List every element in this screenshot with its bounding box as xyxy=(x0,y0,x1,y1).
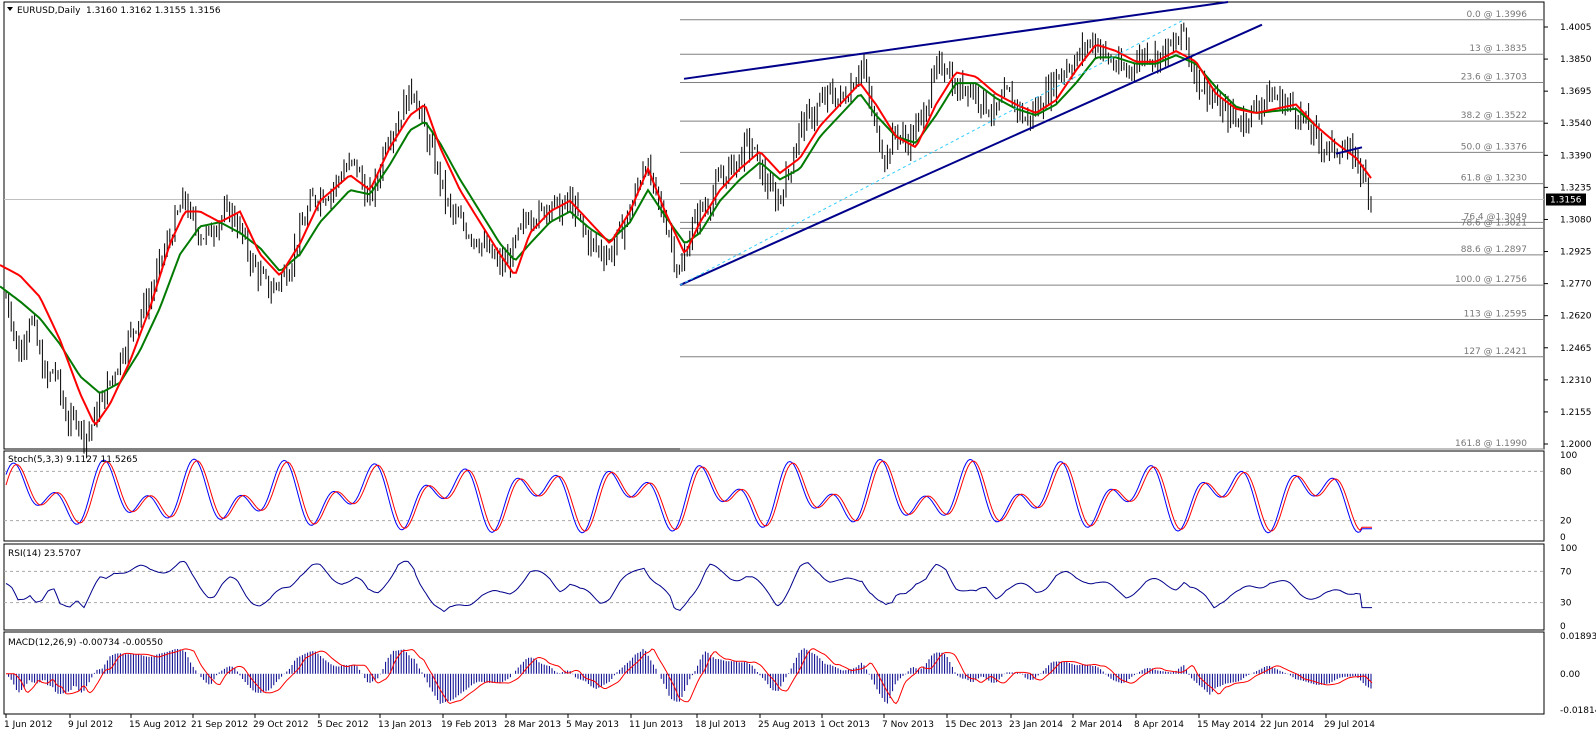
fib-level-label: 100.0 @ 1.2756 xyxy=(1455,275,1527,285)
price-tick-label: 1.3540 xyxy=(1560,119,1592,129)
stoch-label: Stoch(5,3,3) 9.1127 11.5265 xyxy=(8,455,138,465)
panel-rsi xyxy=(3,543,1545,631)
stoch-tick-label: 0 xyxy=(1560,533,1566,543)
price-tick-label: 1.2925 xyxy=(1560,248,1592,258)
x-tick-label: 15 Dec 2013 xyxy=(945,720,1003,730)
rsi-tick-label: 30 xyxy=(1560,599,1572,609)
x-tick-label: 29 Oct 2012 xyxy=(253,720,309,730)
fib-level-label: 13 @ 1.3835 xyxy=(1469,44,1527,54)
macd-tick-label: 0.00 xyxy=(1560,670,1580,680)
current-price-box xyxy=(1546,193,1586,206)
fib-level-label: 161.8 @ 1.1990 xyxy=(1455,439,1527,449)
panel-main xyxy=(3,1,1545,450)
macd-label: MACD(12,26,9) -0.00734 -0.00550 xyxy=(8,638,163,648)
price-tick-label: 1.2000 xyxy=(1560,440,1592,450)
x-tick-label: 15 May 2014 xyxy=(1197,720,1256,730)
x-tick-label: 5 May 2013 xyxy=(566,720,619,730)
fib-level-label: 78.6 @ 1.3021 xyxy=(1461,218,1527,228)
current-price-label: 1.3156 xyxy=(1550,196,1582,206)
x-tick-label: 21 Sep 2012 xyxy=(191,720,248,730)
rsi-tick-label: 100 xyxy=(1560,544,1577,554)
fib-level-label: 50.0 @ 1.3376 xyxy=(1461,142,1528,152)
x-tick-label: 2 Mar 2014 xyxy=(1071,720,1123,730)
rsi-label: RSI(14) 23.5707 xyxy=(8,549,81,559)
price-tick-label: 1.2770 xyxy=(1560,280,1592,290)
header-arrow-icon xyxy=(7,7,13,11)
macd-tick-label: -0.01814 xyxy=(1560,706,1596,716)
trendline xyxy=(683,1,1229,80)
fib-level-label: 113 @ 1.2595 xyxy=(1464,310,1527,320)
x-tick-label: 29 Jul 2014 xyxy=(1324,720,1375,730)
fib-level-label: 61.8 @ 1.3230 xyxy=(1461,174,1528,184)
price-tick-label: 1.3850 xyxy=(1560,55,1592,65)
price-tick-label: 1.3390 xyxy=(1560,151,1592,161)
rsi-line xyxy=(5,560,1372,613)
stoch-tick-label: 80 xyxy=(1560,467,1572,477)
stoch-tick-label: 100 xyxy=(1560,451,1577,461)
x-tick-label: 11 Jun 2013 xyxy=(629,720,683,730)
chart-symbol: EURUSD,Daily xyxy=(17,6,81,16)
stoch-main-line xyxy=(5,458,1372,534)
price-tick-label: 1.3080 xyxy=(1560,215,1592,225)
x-tick-label: 9 Jul 2012 xyxy=(68,720,113,730)
x-tick-label: 7 Nov 2013 xyxy=(882,720,934,730)
price-tick-label: 1.3695 xyxy=(1560,87,1592,97)
stoch-signal-line xyxy=(5,460,1372,532)
x-tick-label: 18 Jul 2013 xyxy=(695,720,746,730)
price-tick-label: 1.2155 xyxy=(1560,408,1592,418)
trendline xyxy=(679,23,1263,287)
x-tick-label: 1 Jun 2012 xyxy=(4,720,52,730)
x-tick-label: 13 Jan 2013 xyxy=(378,720,432,730)
x-tick-label: 8 Apr 2014 xyxy=(1134,720,1184,730)
fib-level-label: 0.0 @ 1.3996 xyxy=(1466,10,1527,20)
panel-macd xyxy=(3,631,1545,715)
x-tick-label: 22 Jun 2014 xyxy=(1260,720,1314,730)
macd-signal-line xyxy=(6,648,1373,705)
price-tick-label: 1.2465 xyxy=(1560,344,1592,354)
x-tick-label: 19 Feb 2013 xyxy=(441,720,497,730)
fib-level-label: 38.2 @ 1.3522 xyxy=(1461,111,1527,121)
trendline xyxy=(1335,146,1363,155)
rsi-tick-label: 0 xyxy=(1560,622,1566,632)
x-tick-label: 1 Oct 2013 xyxy=(820,720,870,730)
price-tick-label: 1.2620 xyxy=(1560,312,1592,322)
chart-ohlc-values: 1.3160 1.3162 1.3155 1.3156 xyxy=(86,6,221,16)
price-tick-label: 1.4005 xyxy=(1560,23,1592,33)
price-tick-label: 1.3235 xyxy=(1560,183,1592,193)
x-tick-label: 28 Mar 2013 xyxy=(504,720,561,730)
fib-level-label: 76.4 @1.3049 xyxy=(1464,212,1528,222)
x-tick-label: 15 Aug 2012 xyxy=(129,720,187,730)
x-tick-label: 25 Aug 2013 xyxy=(758,720,816,730)
macd-tick-label: 0.01893 xyxy=(1560,632,1596,642)
price-tick-label: 1.2310 xyxy=(1560,376,1592,386)
x-tick-label: 5 Dec 2012 xyxy=(317,720,369,730)
stoch-tick-label: 20 xyxy=(1560,517,1572,527)
x-tick-label: 23 Jan 2014 xyxy=(1009,720,1063,730)
panel-stoch xyxy=(3,450,1545,542)
fib-level-label: 127 @ 1.2421 xyxy=(1464,347,1527,357)
fib-level-label: 88.6 @ 1.2897 xyxy=(1461,245,1527,255)
fast-moving-average xyxy=(0,44,1372,426)
fib-level-label: 23.6 @ 1.3703 xyxy=(1461,72,1527,82)
fib-base-line xyxy=(679,19,1185,286)
rsi-tick-label: 70 xyxy=(1560,567,1572,577)
